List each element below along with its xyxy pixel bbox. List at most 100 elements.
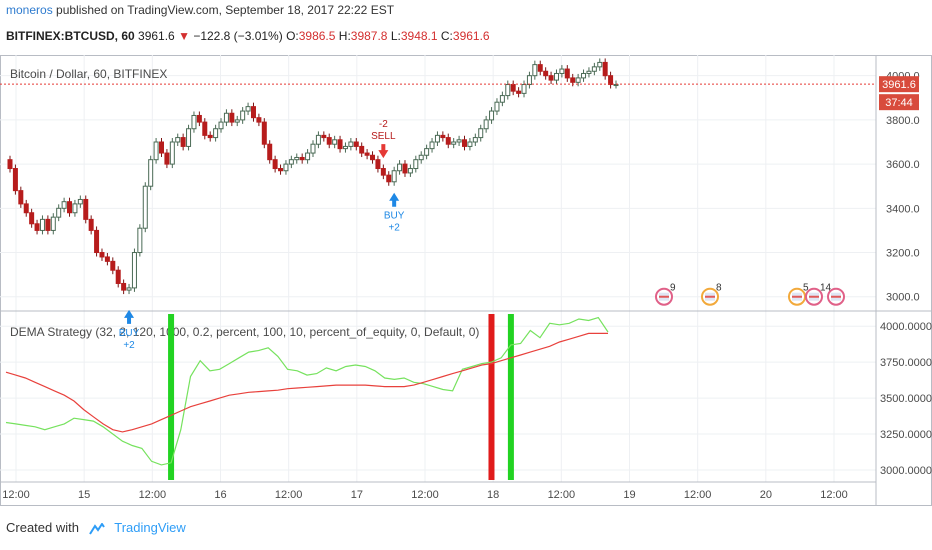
indicator-pane-title: DEMA Strategy (32, 2, 120, 1000, 0.2, pe…	[10, 325, 479, 339]
x-tick-label: 12:00	[275, 489, 303, 501]
candle	[559, 68, 565, 74]
candle	[521, 84, 527, 94]
candle	[256, 117, 262, 123]
candle	[148, 159, 154, 187]
candle	[67, 201, 73, 214]
candle	[29, 212, 35, 225]
candle	[608, 75, 614, 86]
open-value: 3986.5	[298, 29, 336, 43]
candle	[467, 141, 473, 147]
candle	[299, 156, 305, 161]
event-count-label: 14	[820, 283, 832, 294]
low-label: L:	[390, 29, 401, 43]
sell-arrow-icon	[378, 144, 389, 159]
indicator-y-tick-label: 3750.0000	[880, 357, 932, 369]
candle	[88, 218, 94, 231]
high-label: H:	[338, 29, 351, 43]
main-y-tick-label: 3000.0	[886, 292, 920, 304]
chart-svg[interactable]: Bitcoin / Dollar, 60, BITFINEX DEMA Stra…	[0, 52, 932, 507]
candle	[207, 134, 213, 139]
x-tick-label: 16	[214, 489, 226, 501]
flag-stripe	[809, 295, 819, 298]
indicator-y-tick-label: 3000.0000	[880, 465, 932, 477]
countdown-badge	[879, 94, 919, 111]
candle	[223, 112, 229, 123]
chart-area[interactable]: Bitcoin / Dollar, 60, BITFINEX DEMA Stra…	[0, 52, 932, 507]
candle	[564, 68, 570, 79]
candle	[342, 145, 348, 150]
candle	[581, 72, 587, 79]
fast-dema-line	[5, 316, 609, 466]
candle	[499, 95, 505, 103]
x-tick-label: 18	[487, 489, 499, 501]
candle	[483, 119, 489, 130]
price-change: −122.8 (−3.01%)	[193, 29, 283, 43]
candle	[391, 170, 397, 183]
open-label: O:	[286, 29, 299, 43]
candle	[12, 168, 18, 192]
candle	[77, 198, 83, 205]
candle	[305, 152, 311, 161]
tradingview-logo-icon	[88, 522, 105, 535]
x-tick-label: 12:00	[411, 489, 439, 501]
candle	[364, 152, 370, 156]
candle	[261, 121, 267, 145]
down-arrow-icon: ▼	[178, 29, 190, 43]
candle	[489, 110, 495, 121]
candle	[7, 159, 13, 170]
slow-dema-line	[5, 332, 608, 433]
countdown-label: 37:44	[885, 97, 913, 109]
buy-signal-value: +2	[388, 223, 400, 234]
candle	[407, 168, 413, 174]
candle	[310, 143, 316, 154]
chart-border	[0, 55, 932, 506]
tradingview-brand[interactable]: TradingView	[114, 520, 186, 535]
high-value: 3987.8	[350, 29, 388, 43]
created-with-text: Created with	[6, 520, 79, 535]
candle	[348, 141, 354, 147]
candle	[267, 143, 273, 161]
candle	[402, 163, 408, 174]
buy-arrow-icon	[124, 309, 135, 324]
candle	[332, 139, 338, 145]
footer: Created with TradingView	[6, 520, 186, 535]
candle	[50, 216, 56, 231]
candle	[570, 77, 576, 83]
last-price-label: 3961.6	[882, 79, 916, 91]
candle	[288, 159, 294, 165]
low-value: 3948.1	[400, 29, 438, 43]
candle	[353, 141, 359, 147]
x-tick-label: 12:00	[139, 489, 167, 501]
candle	[72, 203, 78, 214]
candle	[56, 207, 62, 218]
x-tick-label: 12:00	[2, 489, 30, 501]
candle	[61, 201, 67, 209]
candle	[137, 227, 143, 254]
x-tick-label: 19	[623, 489, 635, 501]
candle	[45, 218, 51, 231]
candle	[375, 159, 381, 170]
author-link[interactable]: moneros	[6, 3, 53, 17]
sell-signal-value: -2	[379, 119, 388, 130]
candle	[526, 75, 532, 86]
candle	[537, 64, 543, 72]
candle	[380, 168, 386, 176]
candle	[142, 185, 148, 229]
close-label: C:	[440, 29, 453, 43]
candle	[602, 61, 608, 77]
candle	[494, 101, 500, 112]
publish-line: moneros published on TradingView.com, Se…	[6, 3, 394, 17]
candle	[505, 84, 511, 97]
candle	[283, 163, 289, 172]
candle	[278, 168, 284, 172]
candle	[94, 229, 100, 254]
indicator-y-tick-label: 3500.0000	[880, 393, 932, 405]
buy-signal-value: +2	[123, 340, 135, 351]
candle	[169, 141, 175, 165]
candle	[472, 137, 478, 143]
candle	[99, 252, 105, 258]
candle	[359, 145, 365, 154]
candle	[164, 152, 170, 165]
candle	[597, 61, 603, 68]
candle	[39, 218, 45, 231]
